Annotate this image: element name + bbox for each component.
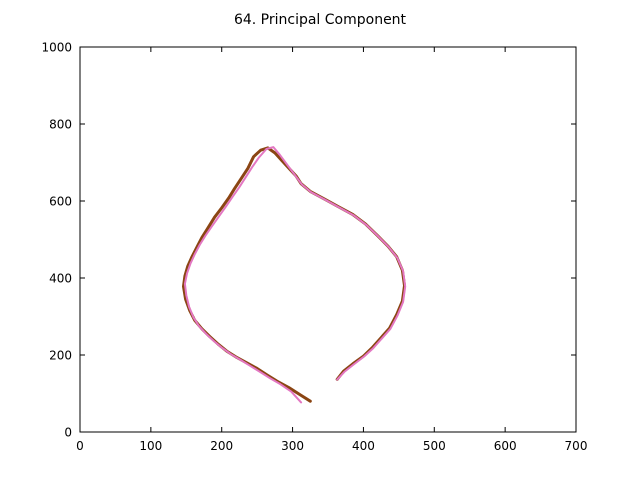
x-tick-label: 600 xyxy=(494,439,517,453)
x-tick-label: 100 xyxy=(139,439,162,453)
series-line-2 xyxy=(183,146,407,404)
plot-frame xyxy=(79,46,577,433)
y-tick-label: 800 xyxy=(49,118,72,132)
x-tick-label: 0 xyxy=(76,439,84,453)
y-tick-label: 1000 xyxy=(41,41,72,55)
y-tick-label: 600 xyxy=(49,195,72,209)
series-line-1 xyxy=(182,146,406,403)
chart-title: 64. Principal Component xyxy=(234,12,407,28)
y-tick-label: 200 xyxy=(49,349,72,363)
y-tick-label: 0 xyxy=(64,426,72,440)
x-tick-label: 300 xyxy=(281,439,304,453)
x-tick-label: 400 xyxy=(352,439,375,453)
y-tick-label: 400 xyxy=(49,272,72,286)
x-tick-label: 200 xyxy=(210,439,233,453)
x-tick-label: 700 xyxy=(565,439,588,453)
x-tick-label: 500 xyxy=(423,439,446,453)
